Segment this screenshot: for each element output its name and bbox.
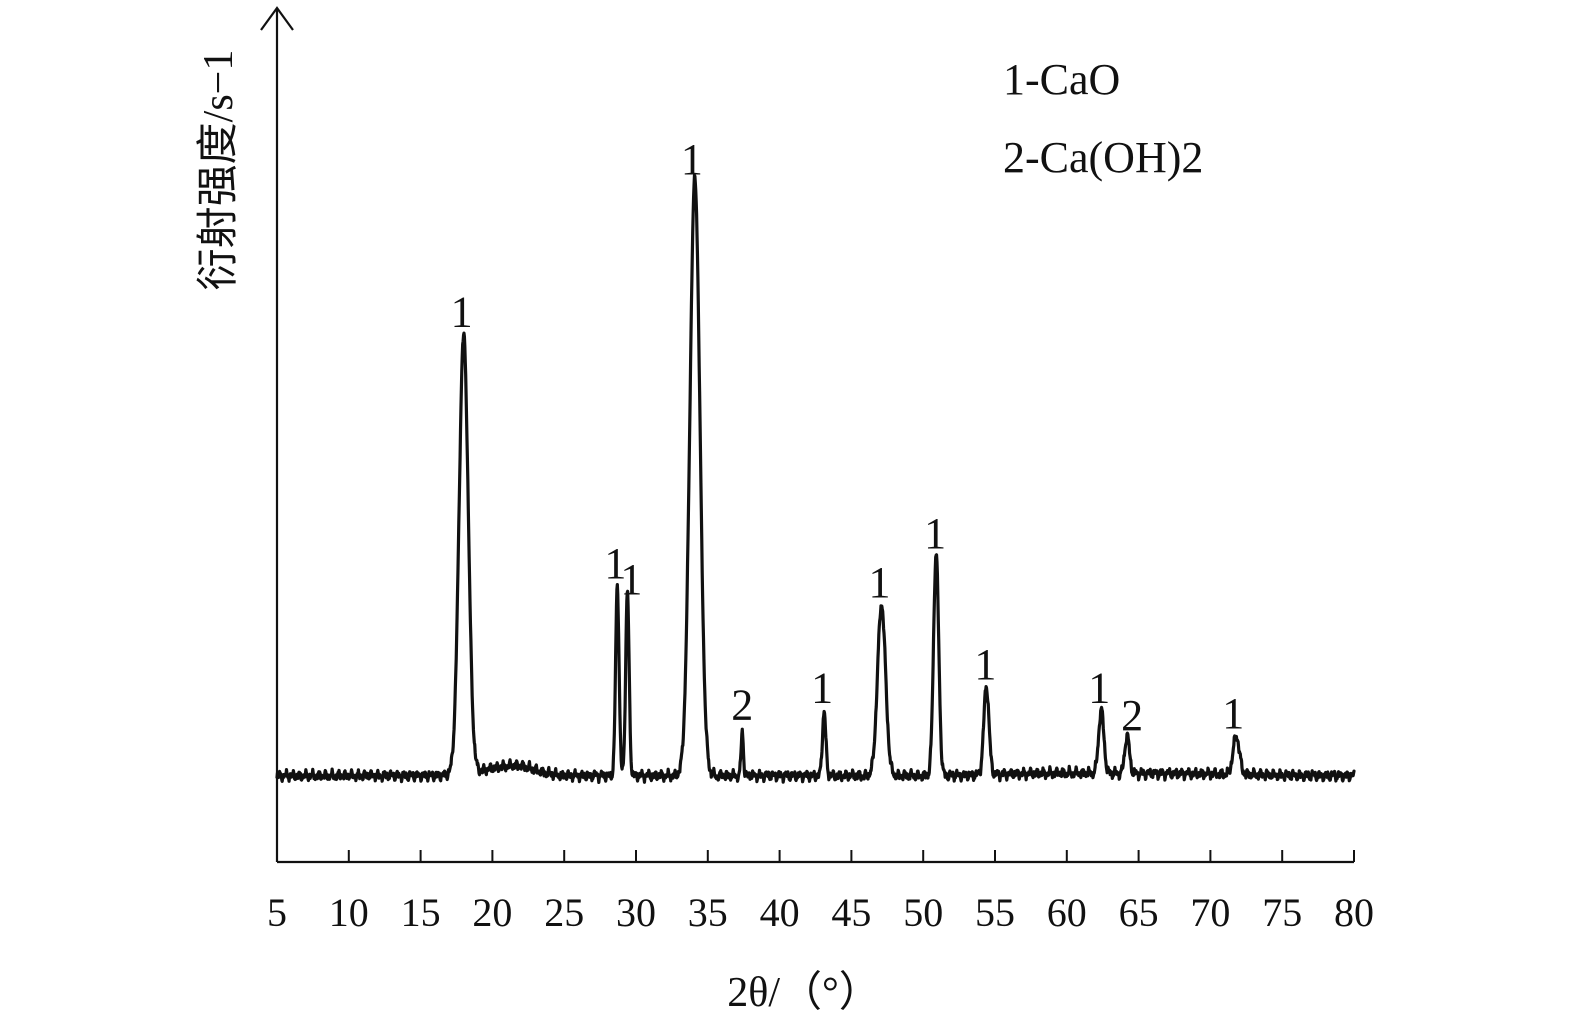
peak-label-12: 1 <box>1222 689 1244 738</box>
x-tick-label-80: 80 <box>1334 890 1374 935</box>
x-tick-label-50: 50 <box>903 890 943 935</box>
x-tick-label-60: 60 <box>1047 890 1087 935</box>
peak-label-7: 1 <box>869 558 891 607</box>
x-tick-label-65: 65 <box>1119 890 1159 935</box>
peak-label-2: 1 <box>604 539 626 588</box>
x-tick-label-75: 75 <box>1262 890 1302 935</box>
x-tick-label-10: 10 <box>329 890 369 935</box>
axes <box>260 6 1354 864</box>
x-axis-label: 2θ/（°） <box>727 970 881 1016</box>
peak-label-8: 1 <box>924 509 946 558</box>
peak-label-1: 1 <box>451 288 473 337</box>
y-axis-label: 衍射强度/s−1 <box>196 50 242 291</box>
x-tick-label-20: 20 <box>472 890 512 935</box>
legend-entry-cao: 1-CaO <box>1003 55 1120 104</box>
peak-label-11: 2 <box>1121 691 1143 740</box>
peak-label-6: 1 <box>811 664 833 713</box>
peak-label-4: 1 <box>681 135 703 184</box>
x-tick-label-15: 15 <box>401 890 441 935</box>
trace-layer <box>275 173 1356 785</box>
x-tick-label-25: 25 <box>544 890 584 935</box>
peak-label-3: 1 <box>620 555 642 604</box>
xrd-trace <box>275 173 1356 785</box>
peak-label-10: 1 <box>1088 664 1110 713</box>
x-tick-label-30: 30 <box>616 890 656 935</box>
x-tick-label-35: 35 <box>688 890 728 935</box>
x-tick-label-70: 70 <box>1190 890 1230 935</box>
y-axis-arrow-icon <box>260 6 294 31</box>
x-tick-label-55: 55 <box>975 890 1015 935</box>
x-tick-label-5: 5 <box>267 890 287 935</box>
x-ticks: 5 10 15 20 25 30 35 40 45 50 55 60 65 70 75 80 <box>267 850 1374 935</box>
peak-label-5: 2 <box>731 681 753 730</box>
peak-label-9: 1 <box>974 640 996 689</box>
x-tick-label-40: 40 <box>760 890 800 935</box>
legend-entry-caoh2: 2-Ca(OH)2 <box>1003 133 1203 182</box>
x-tick-label-45: 45 <box>831 890 871 935</box>
